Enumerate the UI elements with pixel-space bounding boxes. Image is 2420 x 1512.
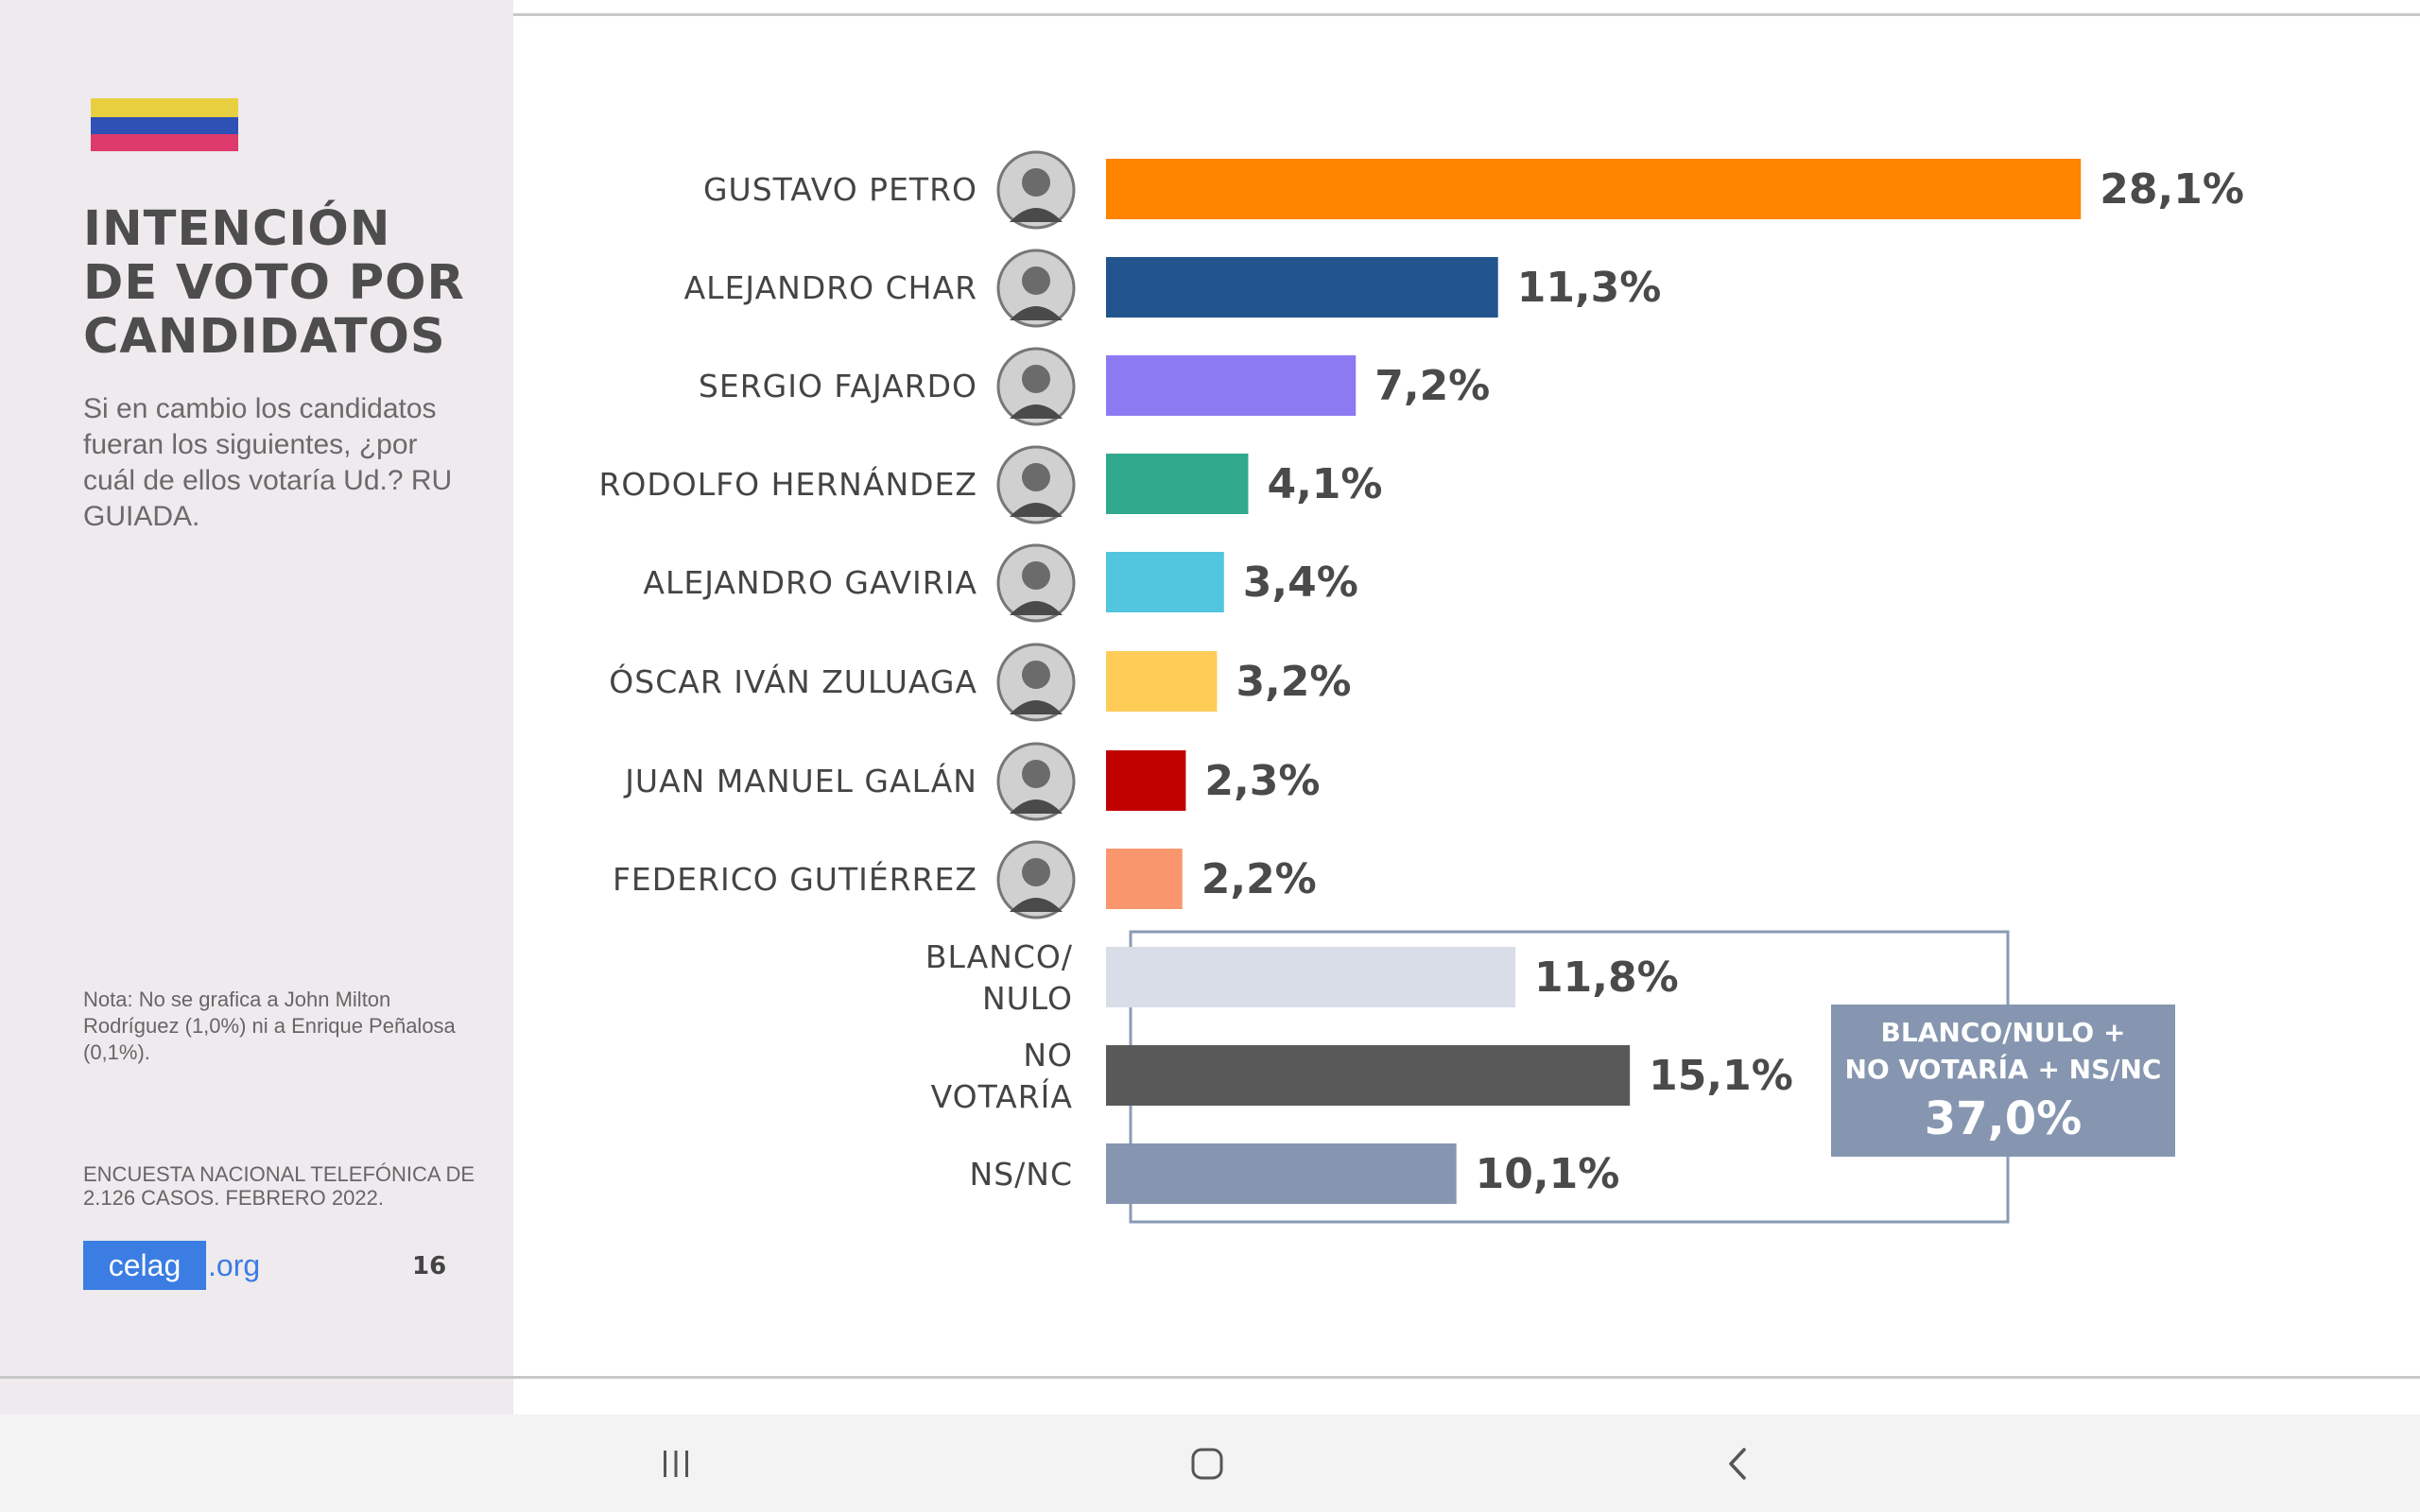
sidebar: INTENCIÓN DE VOTO POR CANDIDATOS Si en c…: [0, 0, 513, 1415]
photo-head: [1022, 168, 1050, 197]
photo-shoulders: [1010, 601, 1063, 615]
value-label: 11,3%: [1517, 264, 1662, 312]
bar: [1106, 159, 2082, 219]
survey-info: ENCUESTA NACIONAL TELEFÓNICA DE 2.126 CA…: [83, 1162, 475, 1210]
bar: [1106, 355, 1357, 416]
photo-shoulders: [1010, 208, 1063, 222]
celag-logo: celag .org: [83, 1241, 260, 1290]
vote-intention-chart: GUSTAVO PETRO 28,1% ALEJANDRO CHAR 11,3% SER…: [598, 150, 2244, 1224]
photo-head: [1022, 858, 1050, 886]
question-text: Si en cambio los candidatos fueran los s…: [83, 393, 453, 532]
bar: [1106, 1045, 1631, 1106]
value-label: 28,1%: [2100, 165, 2244, 214]
recent-apps-icon: [664, 1450, 688, 1477]
value-label: 3,4%: [1243, 558, 1358, 607]
category-label: BLANCO/NULO: [925, 938, 1073, 1017]
android-navigation-bar: [0, 1415, 2420, 1512]
photo-head: [1022, 561, 1050, 590]
value-label: 4,1%: [1267, 460, 1382, 508]
photo-shoulders: [1010, 898, 1063, 912]
home-button[interactable]: [1150, 1415, 1264, 1512]
category-label: NS/NC: [970, 1156, 1073, 1193]
logo-main: celag: [83, 1241, 206, 1290]
value-label: 2,3%: [1204, 757, 1320, 805]
colombia-flag-icon: [91, 98, 238, 151]
bar: [1106, 552, 1224, 612]
summary-line-2: NO VOTARÍA + NS/NC: [1845, 1053, 2162, 1085]
category-label: GUSTAVO PETRO: [703, 171, 977, 208]
category-label: SERGIO FAJARDO: [699, 368, 977, 404]
bar: [1106, 454, 1249, 514]
value-label: 10,1%: [1476, 1150, 1620, 1198]
photo-head: [1022, 266, 1050, 295]
photo-head: [1022, 760, 1050, 788]
bar: [1106, 257, 1498, 318]
page-number: 16: [412, 1252, 447, 1280]
value-label: 15,1%: [1649, 1052, 1793, 1100]
category-label: FEDERICO GUTIÉRREZ: [613, 860, 977, 898]
summary-box: [1831, 1005, 2175, 1157]
bar: [1106, 849, 1183, 909]
category-label: NO VOTARÍA: [931, 1037, 1073, 1115]
back-button[interactable]: [1682, 1415, 1795, 1512]
photo-shoulders: [1010, 404, 1063, 419]
value-label: 7,2%: [1374, 362, 1490, 410]
chart-note: Nota: No se grafica a John Milton Rodríg…: [83, 988, 456, 1064]
photo-head: [1022, 365, 1050, 393]
page-title: INTENCIÓN DE VOTO POR CANDIDATOS: [83, 201, 465, 365]
recent-apps-button[interactable]: [619, 1415, 733, 1512]
value-label: 11,8%: [1534, 954, 1679, 1002]
photo-shoulders: [1010, 306, 1063, 320]
summary-total: 37,0%: [1925, 1092, 2083, 1145]
bar: [1106, 947, 1516, 1007]
summary-line-1: BLANCO/NULO +: [1881, 1017, 2126, 1048]
back-icon: [1729, 1447, 1746, 1480]
home-icon: [1191, 1448, 1223, 1479]
bar: [1106, 750, 1186, 811]
photo-head: [1022, 463, 1050, 491]
category-label: RODOLFO HERNÁNDEZ: [598, 465, 977, 503]
photo-head: [1022, 661, 1050, 689]
category-label: JUAN MANUEL GALÁN: [623, 762, 977, 799]
photo-shoulders: [1010, 799, 1063, 814]
category-label: ÓSCAR IVÁN ZULUAGA: [609, 662, 977, 700]
bar: [1106, 651, 1218, 712]
category-label: ALEJANDRO CHAR: [684, 269, 977, 306]
bottom-divider: [0, 1376, 2420, 1379]
value-label: 2,2%: [1201, 855, 1317, 903]
photo-shoulders: [1010, 700, 1063, 714]
logo-tld: .org: [208, 1247, 261, 1282]
value-label: 3,2%: [1236, 658, 1351, 706]
bar: [1106, 1143, 1457, 1204]
category-label: ALEJANDRO GAVIRIA: [643, 564, 977, 601]
photo-shoulders: [1010, 503, 1063, 517]
top-divider: [513, 13, 2420, 16]
